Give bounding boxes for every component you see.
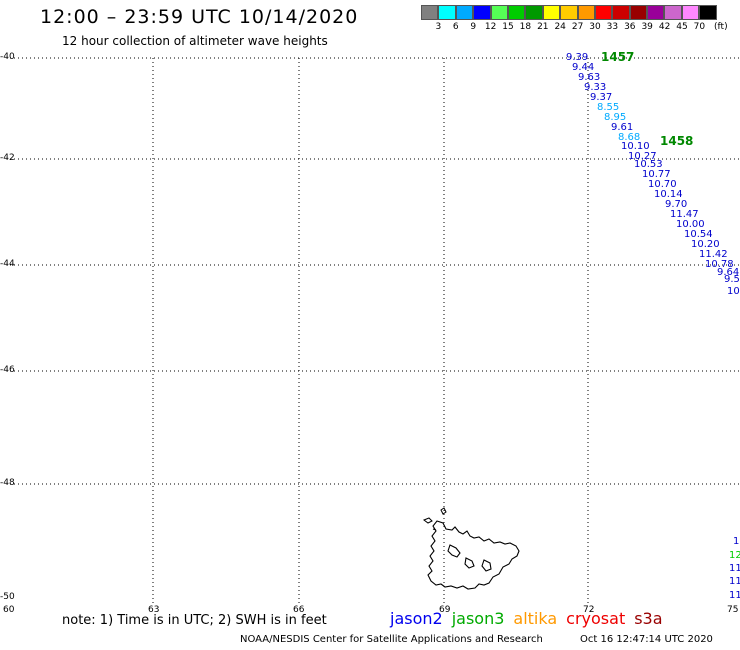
legend-swatch [629,5,648,20]
legend-swatch [664,5,682,20]
legend-label: 36 [624,22,636,32]
legend-label: 15 [502,22,514,32]
legend-label: 45 [676,22,688,32]
wave-height-value: 10.53 [634,159,663,170]
legend-swatch [421,5,439,20]
wave-height-value: 10.14 [654,189,683,200]
map-subtitle: 12 hour collection of altimeter wave hei… [62,34,328,48]
legend-swatch [612,5,630,20]
longitude-label: 60 [3,605,15,615]
wave-height-value: 9.37 [590,92,613,103]
wave-height-value: 8.55 [597,102,620,113]
legend-swatch [699,5,717,20]
legend-label: 27 [571,22,584,32]
legend-swatch [438,5,456,20]
legend-label: 12 [484,22,497,32]
satellite-legend-entry: cryosat [566,609,626,628]
wave-height-value: 10.27 [628,151,657,162]
wave-height-value: 11.42 [699,249,728,260]
legend-swatch [577,5,595,20]
legend-swatch [507,5,526,20]
legend-swatch [490,5,508,20]
wave-height-value: 10.54 [684,229,713,240]
latitude-label: -48 [0,478,15,488]
wave-height-color-legend: 3 6 9 12 15 18 21 24 27 30 33 36 39 42 45 70 (ft) [421,5,728,32]
generated-timestamp: Oct 16 12:47:14 UTC 2020 [580,634,713,645]
units-note: note: 1) Time is in UTC; 2) SWH is in fe… [62,613,327,628]
legend-label: 39 [641,22,653,32]
wave-height-value: 8.68 [618,132,641,143]
legend-label: 6 [452,22,459,32]
map-grid [10,57,740,604]
longitude-label: 66 [293,605,305,615]
wave-height-value: 10.70 [648,179,677,190]
satellite-legend-entry: jason3 [451,609,505,628]
kerguelen-island-outline [427,520,520,590]
wave-height-value: 9.63 [578,72,601,83]
legend-label: 70 [693,22,706,32]
pass-time-label: 1458 [660,134,694,148]
wave-height-value: 9.39 [566,52,589,63]
wave-height-value: 9.44 [572,62,595,73]
longitude-label: 63 [148,605,160,615]
wave-height-value: 10 [727,286,740,297]
edge-wave-height-value: 11 [729,590,740,601]
legend-swatch [560,5,578,20]
wave-height-value: 10.10 [621,141,650,152]
longitude-label: 72 [583,605,595,615]
longitude-label: 75 [727,605,739,615]
edge-wave-height-value: 1 [733,536,740,547]
wave-height-value: 10.78 [705,259,734,270]
legend-unit: (ft) [714,22,728,32]
wave-height-value: 9.64 [717,267,740,278]
legend-label: 3 [435,22,442,32]
wave-height-value: 8.95 [604,112,627,123]
wave-height-value: 9.5 [724,274,740,285]
legend-swatch [525,5,543,20]
legend-label: 24 [554,22,566,32]
legend-label: 18 [519,22,532,32]
wave-height-value: 9.70 [665,199,688,210]
legend-label: 33 [606,22,619,32]
edge-wave-height-value: 11 [729,563,740,574]
longitude-label: 69 [439,605,451,615]
wave-height-value: 10.00 [676,219,705,230]
small-islets [422,507,447,531]
wave-height-value: 9.61 [611,122,634,133]
legend-swatch [473,5,491,20]
wave-height-value: 10.20 [691,239,720,250]
credit-text: NOAA/NESDIS Center for Satellite Applica… [240,634,543,645]
satellite-legend-entry: jason2 [390,609,443,628]
legend-label: 21 [537,22,549,32]
legend-label: 42 [658,22,671,32]
map-title: 12:00 – 23:59 UTC 10/14/2020 [40,6,359,28]
wave-height-value: 9.33 [584,82,607,93]
legend-label: 30 [589,22,601,32]
latitude-label: -44 [0,259,15,269]
latitude-label: -50 [0,592,15,602]
legend-swatch [594,5,613,20]
latitude-label: -46 [0,365,15,375]
satellite-legend-entry: s3a [634,609,663,628]
legend-swatch [455,5,474,20]
satellite-legend: jason2 jason3 altika cryosat s3a [390,609,672,628]
legend-swatches [421,5,717,20]
latitude-label: -42 [0,153,15,163]
legend-swatch [647,5,665,20]
legend-label: 9 [470,22,477,32]
latitude-label: -40 [0,52,15,62]
legend-swatch [681,5,700,20]
wave-height-value: 11.47 [670,209,699,220]
edge-wave-height-value: 12 [729,550,740,561]
pass-time-label: 1457 [601,50,635,64]
edge-wave-height-value: 11 [729,576,740,587]
legend-swatch [542,5,561,20]
satellite-legend-entry: altika [513,609,558,628]
wave-height-value: 10.77 [642,169,671,180]
legend-labels: 3 6 9 12 15 18 21 24 27 30 33 36 39 42 45 70 (ft) [421,20,728,32]
